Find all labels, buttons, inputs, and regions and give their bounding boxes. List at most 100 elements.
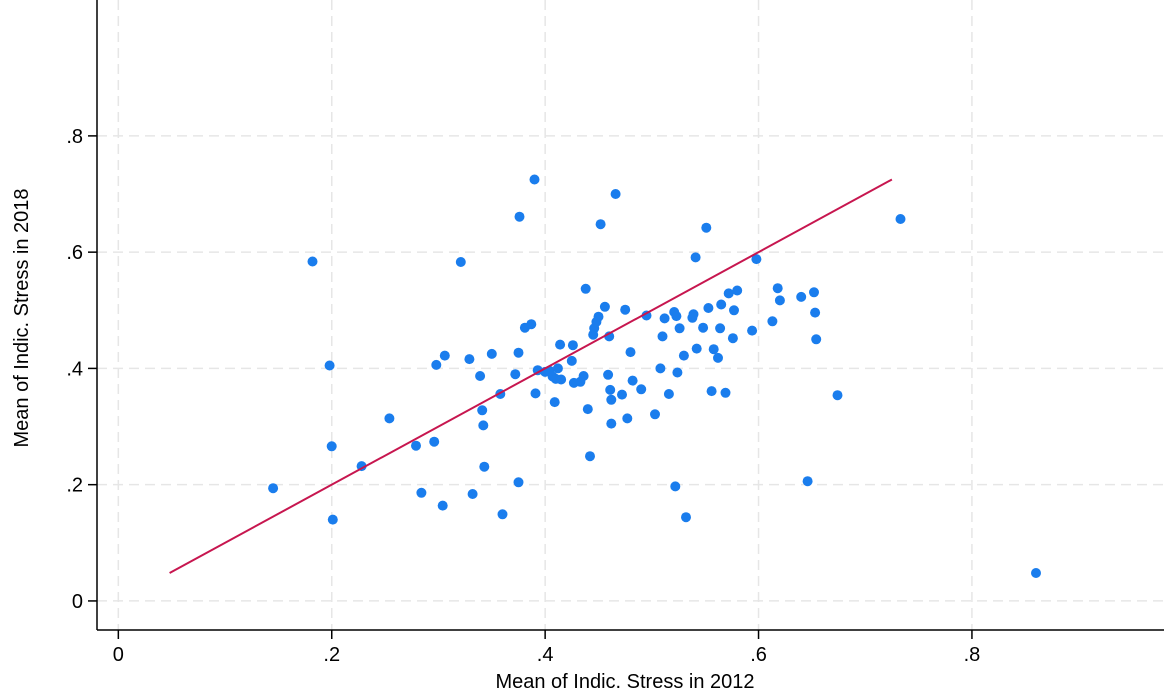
scatter-point	[467, 489, 478, 499]
y-tick-label: .4	[66, 358, 83, 380]
scatter-point	[526, 319, 537, 330]
scatter-point	[732, 285, 743, 296]
scatter-point	[706, 386, 717, 397]
scatter-point	[585, 451, 595, 462]
scatter-point	[555, 339, 566, 350]
y-tick-label: 0	[72, 591, 83, 613]
scatter-point	[479, 461, 490, 472]
scatter-point	[477, 405, 488, 416]
scatter-point	[455, 257, 466, 267]
axes	[96, 0, 1164, 631]
scatter-point	[606, 418, 617, 429]
scatter-point	[641, 310, 652, 321]
scatter-point	[437, 500, 448, 511]
scatter-point	[603, 369, 614, 380]
scatter-point	[772, 283, 783, 294]
scatter-point	[599, 301, 610, 312]
fit-line-group	[169, 178, 893, 574]
scatter-point	[767, 316, 778, 327]
scatter-point	[549, 397, 560, 408]
scatter-point	[567, 340, 578, 351]
scatter-point	[324, 360, 335, 371]
scatter-point	[636, 384, 647, 395]
scatter-point	[1031, 568, 1041, 578]
y-ticks: 0 .2 .4 .6 .8	[66, 126, 97, 613]
scatter-point	[327, 514, 338, 525]
scatter-point	[678, 350, 689, 361]
scatter-point	[810, 307, 821, 318]
scatter-point	[497, 509, 508, 520]
scatter-point	[620, 304, 631, 315]
scatter-point	[578, 371, 589, 381]
scatter-point	[701, 222, 712, 233]
scatter-point	[622, 413, 633, 424]
y-tick-label: .2	[66, 475, 83, 497]
y-axis-label: Mean of Indic. Stress in 2018	[11, 188, 33, 447]
scatter-point	[751, 254, 762, 265]
scatter-point	[475, 371, 486, 381]
grid-lines	[97, 0, 1164, 630]
scatter-point	[356, 461, 367, 472]
scatter-point	[627, 375, 638, 386]
scatter-point	[674, 323, 685, 334]
scatter-point	[729, 305, 739, 316]
scatter-point	[326, 441, 337, 452]
scatter-point	[530, 388, 541, 399]
scatter-point	[625, 347, 636, 358]
scatter-point	[723, 288, 734, 299]
scatter-point	[416, 487, 427, 498]
scatter-point	[663, 389, 674, 399]
scatter-point	[727, 333, 738, 344]
x-tick-label: .4	[537, 644, 554, 666]
scatter-point	[556, 374, 567, 385]
x-tick-label: .6	[750, 644, 767, 666]
scatter-point	[514, 211, 525, 222]
scatter-point	[659, 313, 670, 324]
scatter-point	[606, 394, 617, 405]
scatter-point	[513, 477, 524, 488]
scatter-point	[708, 344, 719, 355]
scatter-point	[307, 256, 318, 267]
scatter-point	[802, 476, 813, 487]
x-tick-label: .2	[323, 644, 340, 666]
scatter-point	[605, 384, 616, 395]
scatter-point	[429, 436, 440, 447]
y-tick-label: .6	[66, 242, 83, 264]
scatter-point	[510, 369, 521, 380]
scatter-point	[672, 367, 683, 378]
scatter-point	[650, 409, 660, 420]
x-tick-label: .8	[964, 644, 981, 666]
scatter-point	[670, 481, 681, 492]
scatter-point	[691, 343, 702, 354]
y-tick-label: .8	[66, 126, 83, 148]
scatter-point	[580, 283, 591, 294]
scatter-point	[657, 331, 668, 342]
scatter-point	[688, 309, 699, 320]
fit-line	[169, 178, 893, 574]
scatter-point	[617, 389, 627, 400]
scatter-point	[582, 404, 593, 415]
scatter-point	[593, 311, 604, 322]
scatter-point	[811, 334, 822, 345]
scatter-point	[655, 363, 666, 374]
scatter-point	[268, 483, 279, 494]
scatter-point	[713, 352, 723, 363]
scatter-point	[703, 303, 714, 313]
scatter-point	[439, 350, 450, 361]
x-axis-label: Mean of Indic. Stress in 2012	[495, 671, 754, 693]
scatter-point	[671, 311, 682, 322]
scatter-point	[431, 359, 442, 370]
scatter-point	[690, 252, 701, 263]
scatter-point	[566, 355, 577, 366]
scatter-point	[747, 325, 758, 336]
scatter-point	[774, 295, 785, 306]
scatter-point	[464, 354, 475, 365]
scatter-points	[268, 174, 1041, 578]
scatter-point	[720, 387, 731, 398]
scatter-point	[698, 322, 709, 333]
scatter-point	[796, 291, 807, 302]
scatter-point	[552, 363, 563, 374]
scatter-point	[895, 214, 906, 224]
scatter-point	[384, 413, 395, 424]
